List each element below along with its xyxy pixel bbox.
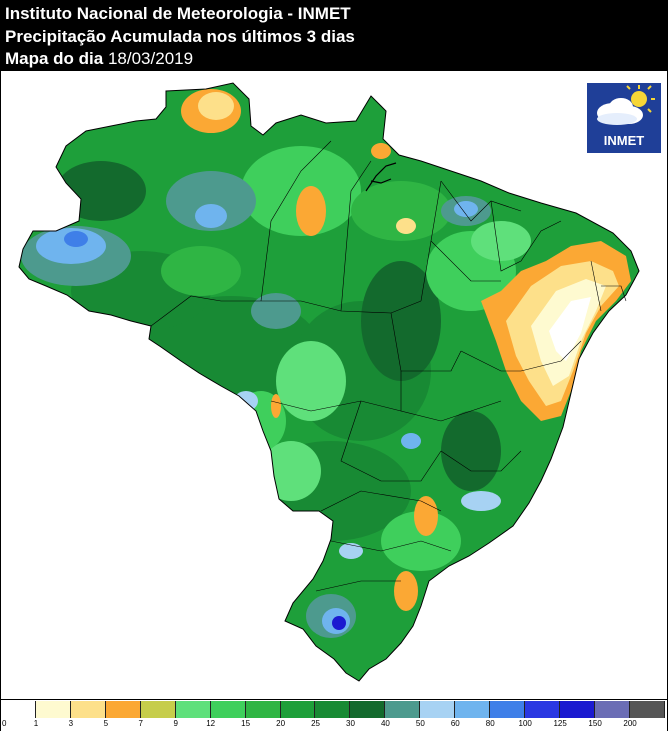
legend-label: 7 [138,719,144,728]
legend-swatch [525,701,560,718]
map-header: Instituto Nacional de Meteorologia - INM… [0,0,668,70]
legend-label: 60 [450,719,460,728]
legend-label: 80 [485,719,495,728]
legend-swatch [420,701,456,718]
legend-swatch [350,701,386,718]
institute-title: Instituto Nacional de Meteorologia - INM… [5,4,351,23]
amazon-river [365,162,397,192]
legend-swatch [455,701,491,718]
state-borders [150,140,627,592]
map-date-value: 18/03/2019 [107,49,194,68]
legend-swatch [280,701,316,718]
legend-swatch [385,701,421,718]
legend-color-bar [1,701,665,718]
legend-label: 50 [415,719,425,728]
legend-label: 30 [346,719,355,728]
map-subtitle: Precipitação Acumulada nos últimos 3 dia… [5,27,355,46]
legend-swatch [629,701,665,718]
map-panel: INMET [1,71,667,699]
legend-swatch [1,701,36,718]
legend-label: 200 [623,719,637,728]
legend-swatch [594,701,630,718]
legend-label: 40 [380,719,390,728]
legend-swatch [490,701,526,718]
legend-labels: 0 1 3 5 7 9 12 15 20 25 30 40 50 60 80 100 125 150 200 [1,719,667,731]
legend-swatch [35,701,71,718]
legend-label: 12 [206,719,216,728]
legend-swatch [245,701,281,718]
legend-label: 125 [553,719,567,728]
inmet-logo: INMET [586,82,662,154]
precipitation-map [1,71,667,699]
map-date-line: Mapa do dia 18/03/2019 [5,49,193,69]
legend-label: 20 [276,719,286,728]
legend-label: 5 [103,719,109,728]
legend-swatch [105,701,141,718]
legend-label: 3 [68,719,74,728]
legend-swatch [175,701,211,718]
legend-swatch [210,701,246,718]
legend-label: 15 [241,719,251,728]
legend-label: 0 [2,719,7,728]
cloud-sun-icon [597,85,655,125]
logo-text: INMET [603,133,645,148]
map-date-label: Mapa do dia [5,49,104,68]
legend-label: 1 [33,719,39,728]
legend-swatch [315,701,351,718]
legend-label: 25 [311,719,320,728]
legend-swatch [140,701,176,718]
legend-label: 100 [518,719,532,728]
legend-swatch [70,701,106,718]
precipitation-legend: 0 1 3 5 7 9 12 15 20 25 30 40 50 60 80 100 125 150 200 [1,700,667,731]
brazil-outline [18,82,640,682]
legend-label: 9 [173,719,178,728]
legend-label: 150 [588,719,602,728]
legend-swatch [560,701,595,718]
